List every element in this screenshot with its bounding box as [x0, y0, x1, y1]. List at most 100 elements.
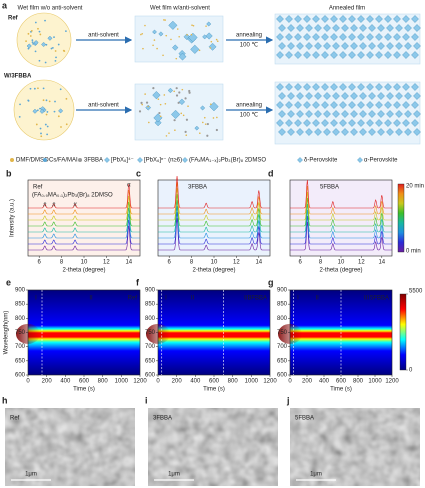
molecule [210, 103, 212, 106]
sem-label: 5FBBA [295, 416, 314, 422]
octahedron [314, 42, 322, 50]
arrow-label: 100 ℃ [240, 43, 259, 49]
octahedron [330, 33, 338, 41]
octahedron [402, 83, 410, 91]
x-tick-label: 10 [211, 260, 218, 266]
colorbar-tick-label: 5500 [409, 289, 423, 295]
octahedron [402, 101, 410, 109]
y-tick-label: 800 [145, 316, 156, 322]
molecule [165, 34, 168, 37]
octahedron [384, 33, 392, 41]
octahedron [368, 42, 376, 50]
octahedron [366, 101, 374, 109]
sem-label: Ref [10, 416, 20, 422]
octahedron [330, 101, 338, 109]
octahedron [384, 51, 392, 59]
y-tick-label: 650 [277, 358, 288, 364]
molecule [164, 102, 167, 105]
molecule [27, 32, 30, 35]
octahedron [312, 15, 320, 23]
octahedron [384, 119, 392, 127]
molecule [185, 134, 188, 137]
octahedron [209, 101, 219, 112]
panel-label: h [2, 395, 8, 405]
x-tick-label: 800 [353, 379, 364, 385]
ligand [184, 97, 187, 100]
octahedron [348, 83, 356, 91]
sem-image [290, 408, 420, 486]
arrow-label: anti-solvent [88, 103, 119, 109]
x-tick-label: 6 [38, 260, 42, 266]
xrd-trace [158, 175, 270, 209]
x-tick-label: 400 [190, 379, 201, 385]
octahedron [321, 119, 329, 127]
molecule [174, 129, 176, 131]
xrd-trace [28, 195, 140, 221]
molecule [39, 33, 42, 36]
octahedron [339, 15, 347, 23]
octahedron [168, 20, 178, 30]
stage-label: III [364, 296, 369, 302]
octahedron [287, 128, 295, 136]
panel-label: a [2, 0, 8, 10]
octahedron [368, 92, 376, 100]
octahedron [303, 83, 311, 91]
xrd-trace [290, 197, 392, 227]
octahedron [294, 101, 302, 109]
formula: (FA₀.₉MA₀.₁)₂Pb₃(Br)₈ 2DMSO [32, 193, 113, 199]
molecule [54, 50, 57, 52]
molecule [38, 59, 41, 62]
octahedron [305, 128, 313, 136]
octahedron [305, 24, 313, 32]
octahedron [330, 83, 338, 91]
x-tick-label: 14 [255, 260, 262, 266]
octahedron [332, 24, 340, 32]
ligand [177, 101, 180, 104]
octahedron [294, 33, 302, 41]
panel-label: f [136, 277, 140, 287]
molecule [190, 33, 193, 36]
x-axis-label: Time (s) [73, 387, 95, 393]
ligand [206, 134, 209, 137]
y-tick-label: 700 [277, 344, 288, 350]
molecule [168, 132, 170, 134]
x-axis-label: Time (s) [330, 387, 352, 393]
molecule [162, 54, 164, 57]
xrd-trace [28, 213, 140, 239]
octahedron [323, 92, 331, 100]
x-tick-label: 10 [81, 260, 88, 266]
molecule [25, 40, 27, 43]
octahedron [339, 101, 347, 109]
molecule [57, 115, 60, 118]
ligand [158, 111, 161, 115]
molecule [157, 98, 160, 100]
x-tick-label: 1000 [115, 379, 129, 385]
colorbar [399, 293, 407, 371]
octahedron [194, 125, 200, 131]
octahedron [287, 24, 295, 32]
octahedron [404, 42, 412, 50]
octahedron [294, 51, 302, 59]
xrd-trace [290, 209, 392, 239]
x-tick-label: 0 [26, 379, 30, 385]
x-tick-label: 1200 [263, 379, 277, 385]
octahedron [348, 15, 356, 23]
octahedron [395, 42, 403, 50]
molecule [140, 33, 142, 36]
molecule [205, 25, 207, 27]
y-tick-label: 750 [15, 330, 26, 336]
x-tick-label: 200 [302, 379, 313, 385]
octahedron [375, 51, 383, 59]
panel-label: b [6, 168, 12, 178]
molecule [57, 43, 60, 46]
row-label: Ref [8, 16, 19, 22]
octahedron [321, 33, 329, 41]
molecule [30, 29, 33, 32]
octahedron [312, 101, 320, 109]
molecule [216, 116, 218, 119]
molecule [176, 28, 179, 30]
octahedron [276, 119, 284, 127]
x-tick-label: 800 [228, 379, 239, 385]
legend-label: δ-Perovskite [304, 158, 338, 164]
